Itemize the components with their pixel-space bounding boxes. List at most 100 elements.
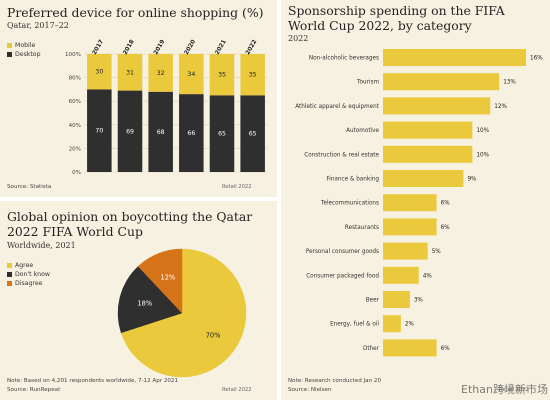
category-label: Personal consumer goods bbox=[306, 249, 379, 255]
bar-desktop-value-label: 65 bbox=[249, 131, 257, 138]
bar-value-label: 3% bbox=[414, 298, 424, 304]
device-chart-credit: Retail 2022 bbox=[222, 184, 252, 190]
y-tick-label: 100% bbox=[65, 52, 81, 58]
device-chart-panel: Preferred device for online shopping (%)… bbox=[0, 0, 277, 197]
category-label: Automotive bbox=[346, 128, 379, 134]
sponsorship-bar bbox=[383, 97, 491, 115]
sponsorship-chart-credit: Retail 2022 bbox=[499, 387, 529, 393]
legend-dont-know-swatch bbox=[7, 272, 12, 277]
legend-agree: Agree bbox=[7, 262, 33, 269]
y-tick-label: 60% bbox=[69, 99, 81, 105]
bar-value-label: 6% bbox=[441, 225, 451, 231]
sponsorship-chart-note: Note: Research conducted Jan 20 bbox=[288, 378, 382, 384]
bar-mobile bbox=[179, 54, 204, 95]
legend-desktop-label: Desktop bbox=[15, 51, 41, 58]
bar-mobile-value-label: 34 bbox=[187, 71, 195, 78]
boycott-chart-subtitle: Worldwide, 2021 bbox=[7, 241, 76, 250]
category-label: Telecommunications bbox=[320, 201, 379, 207]
category-label: Consumer packaged food bbox=[306, 273, 379, 279]
sponsorship-bar bbox=[383, 194, 437, 212]
pie-value-label: 12% bbox=[161, 273, 176, 281]
bar-mobile-value-label: 35 bbox=[249, 72, 257, 79]
bar-value-label: 12% bbox=[494, 104, 507, 110]
bar-desktop bbox=[117, 90, 143, 172]
pie-slice-disagree bbox=[137, 248, 183, 314]
sponsorship-chart-source: Source: Nielsen bbox=[288, 387, 332, 393]
bar-mobile bbox=[240, 54, 265, 96]
watermark: Ethan跨境新市场 bbox=[461, 383, 548, 396]
device-chart-source: Source: Statista bbox=[7, 184, 52, 190]
bar-mobile-value-label: 35 bbox=[218, 72, 226, 79]
sponsorship-bar bbox=[383, 315, 401, 333]
legend-desktop: Desktop bbox=[7, 51, 41, 58]
sponsorship-bar bbox=[383, 339, 437, 357]
device-chart-subtitle: Qatar, 2017–22 bbox=[7, 21, 69, 30]
bar-desktop bbox=[179, 94, 204, 172]
x-tick-label: 2019 bbox=[153, 39, 166, 56]
bar-value-label: 4% bbox=[423, 273, 433, 279]
bar-mobile bbox=[87, 54, 112, 90]
bar-value-label: 2% bbox=[405, 322, 415, 328]
legend-disagree: Disagree bbox=[7, 280, 42, 287]
boycott-chart-title-line2: 2022 FIFA World Cup bbox=[7, 224, 143, 239]
sponsorship-bar bbox=[383, 218, 437, 236]
bar-mobile-value-label: 31 bbox=[126, 69, 134, 76]
category-label: Finance & banking bbox=[326, 177, 379, 183]
bar-desktop bbox=[240, 95, 265, 172]
category-label: Construction & real estate bbox=[304, 152, 379, 158]
bar-desktop-value-label: 66 bbox=[187, 130, 195, 137]
device-chart-title: Preferred device for online shopping (%) bbox=[7, 5, 264, 20]
bar-desktop bbox=[209, 95, 235, 172]
bar-desktop-value-label: 65 bbox=[218, 131, 226, 138]
bar-desktop-value-label: 69 bbox=[126, 128, 134, 135]
device-stacked-bar-chart: 0% 20% 40% 60% 80% 100% 70 30 2017 69 31 2018 68 32 20… bbox=[65, 39, 268, 176]
bar-value-label: 9% bbox=[467, 177, 477, 183]
legend-mobile-label: Mobile bbox=[15, 42, 36, 49]
y-tick-label: 80% bbox=[69, 76, 81, 82]
bar-mobile bbox=[148, 54, 173, 92]
sponsorship-bar bbox=[383, 49, 526, 66]
pie-slice-agree bbox=[120, 248, 247, 378]
legend-dont-know: Don't know bbox=[7, 271, 50, 278]
x-tick-label: 2017 bbox=[92, 39, 105, 56]
bar-mobile-value-label: 32 bbox=[157, 70, 165, 77]
boycott-chart-panel: Global opinion on boycotting the Qatar 2… bbox=[0, 201, 277, 400]
x-tick-label: 2022 bbox=[245, 39, 258, 56]
sponsorship-bar bbox=[383, 266, 419, 284]
sponsorship-chart-title-line2: World Cup 2022, by category bbox=[288, 18, 472, 33]
sponsorship-bar bbox=[383, 145, 473, 163]
boycott-chart-note: Note: Based on 4,201 respondents worldwi… bbox=[7, 378, 179, 384]
category-label: Beer bbox=[366, 298, 380, 304]
sponsorship-chart-title-line1: Sponsorship spending on the FIFA bbox=[288, 3, 505, 18]
category-label: Athletic apparel & equipment bbox=[295, 104, 380, 110]
bar-value-label: 10% bbox=[476, 152, 489, 158]
legend-mobile-swatch bbox=[7, 43, 12, 48]
sponsorship-horizontal-bar-chart: Non-alcoholic beverages 16% Tourism 13% Athl… bbox=[295, 49, 543, 357]
boycott-chart-title-line1: Global opinion on boycotting the Qatar bbox=[7, 209, 253, 224]
category-label: Restaurants bbox=[345, 225, 379, 231]
sponsorship-bar bbox=[383, 170, 464, 187]
x-tick-label: 2020 bbox=[184, 39, 197, 56]
category-label: Other bbox=[363, 346, 380, 352]
y-tick-label: 20% bbox=[69, 146, 81, 152]
y-tick-label: 40% bbox=[69, 123, 81, 129]
sponsorship-chart-subtitle: 2022 bbox=[288, 34, 309, 43]
sponsorship-bar bbox=[383, 121, 473, 139]
pie-slice-don-t-know bbox=[117, 265, 183, 334]
pie-value-label: 70% bbox=[206, 332, 221, 340]
legend-agree-label: Agree bbox=[15, 262, 34, 269]
x-tick-label: 2021 bbox=[215, 39, 228, 56]
bar-desktop bbox=[148, 91, 173, 172]
bar-mobile bbox=[209, 54, 235, 96]
sponsorship-bar bbox=[383, 291, 410, 308]
bar-value-label: 13% bbox=[503, 80, 516, 86]
legend-mobile: Mobile bbox=[7, 42, 35, 49]
legend-agree-swatch bbox=[7, 263, 12, 268]
boycott-chart-source: Source: RunRepeat bbox=[7, 387, 61, 393]
legend-desktop-swatch bbox=[7, 52, 12, 57]
legend-disagree-label: Disagree bbox=[15, 280, 43, 287]
pie-value-label: 18% bbox=[137, 299, 152, 307]
bar-value-label: 10% bbox=[476, 128, 489, 134]
bar-desktop-value-label: 68 bbox=[157, 129, 165, 136]
sponsorship-chart-panel: Sponsorship spending on the FIFA World C… bbox=[281, 0, 550, 400]
